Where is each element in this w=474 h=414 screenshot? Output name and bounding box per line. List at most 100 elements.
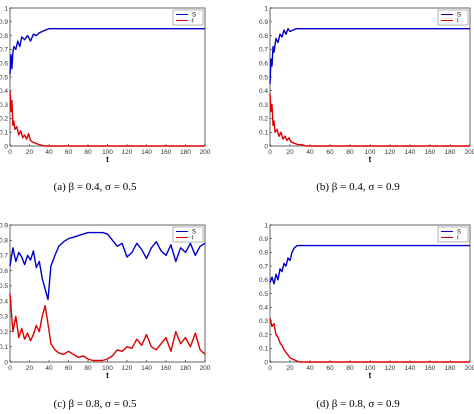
- y-tick-label: 0.4: [259, 305, 268, 312]
- y-tick-label: 0.4: [0, 88, 8, 95]
- x-tick-label: 120: [385, 149, 396, 156]
- series-line-S: [9, 231, 206, 301]
- legend-label-I: I: [457, 19, 459, 25]
- x-tick-label: 200: [465, 149, 474, 156]
- y-tick-label: 0: [264, 143, 268, 150]
- x-axis-label: t: [106, 155, 109, 164]
- x-tick-label: 140: [405, 149, 416, 156]
- x-tick-label: 120: [122, 365, 133, 372]
- x-tick-label: 180: [180, 149, 191, 156]
- y-tick-label: 0.7: [259, 47, 268, 54]
- y-tick-label: 0.8: [0, 238, 8, 245]
- series-line-S: [269, 28, 470, 84]
- x-tick-label: 60: [65, 365, 73, 372]
- x-tick-label: 100: [365, 149, 376, 156]
- series-line-I: [9, 90, 205, 147]
- y-tick-label: 0.1: [0, 344, 8, 351]
- panel-a: 0 20 40 60 80 100 120 140 160 180 200 0 0.1 0.2 0.3 0.4…: [0, 5, 211, 193]
- legend: SI: [172, 9, 204, 26]
- legend: SI: [172, 226, 204, 243]
- series-line-S: [9, 28, 205, 75]
- y-tick-label: 1: [264, 222, 268, 229]
- x-tick-label: 20: [286, 365, 294, 372]
- x-tick-label: 20: [26, 365, 34, 372]
- x-tick-label: 60: [326, 365, 334, 372]
- y-tick-label: 0.7: [0, 253, 8, 260]
- y-tick-label: 0.7: [259, 263, 268, 270]
- x-tick-label: 180: [180, 365, 191, 372]
- x-tick-label: 0: [8, 365, 12, 372]
- legend-label-I: I: [192, 19, 194, 25]
- y-tick-label: 0.5: [0, 283, 8, 290]
- y-tick-label: 0.8: [259, 250, 268, 257]
- x-tick-label: 80: [346, 365, 354, 372]
- y-tick-label: 0.6: [0, 61, 8, 68]
- legend-box: [172, 226, 204, 243]
- y-tick-label: 1: [4, 5, 8, 12]
- legend-box: [437, 226, 469, 243]
- panel-caption: (c) β = 0.8, σ = 0.5: [54, 398, 137, 410]
- y-tick-label: 1: [264, 5, 268, 12]
- legend: SI: [437, 9, 469, 26]
- panel-b: 0 20 40 60 80 100 120 140 160 180 200 0 0.1 0.2 0.3 0.4…: [259, 5, 474, 193]
- x-tick-label: 100: [365, 365, 376, 372]
- panel-c: 0 20 40 60 80 100 120 140 160 180 200 0 0.1 0.2 0.3 0.4…: [0, 222, 211, 410]
- x-axis-label: t: [106, 371, 109, 380]
- x-tick-label: 40: [306, 149, 314, 156]
- x-tick-label: 200: [200, 365, 211, 372]
- y-tick-label: 0.2: [259, 116, 268, 123]
- y-tick-label: 0.8: [259, 33, 268, 40]
- x-tick-label: 40: [45, 149, 53, 156]
- x-tick-label: 60: [326, 149, 334, 156]
- y-tick-label: 0.9: [259, 236, 268, 243]
- legend-label-S: S: [192, 13, 196, 19]
- legend-box: [172, 9, 204, 26]
- legend: SI: [437, 226, 469, 243]
- y-tick-label: 0.2: [0, 329, 8, 336]
- y-tick-label: 0.9: [0, 19, 8, 26]
- y-tick-label: 0.8: [0, 33, 8, 40]
- y-tick-label: 0: [264, 359, 268, 366]
- x-tick-label: 0: [268, 149, 272, 156]
- y-tick-label: 0.3: [259, 102, 268, 109]
- x-tick-label: 40: [45, 365, 53, 372]
- legend-label-I: I: [457, 236, 459, 242]
- x-tick-label: 100: [102, 149, 113, 156]
- x-tick-label: 160: [161, 149, 172, 156]
- y-tick-label: 0.5: [259, 74, 268, 81]
- x-tick-label: 100: [102, 365, 113, 372]
- y-tick-label: 0.7: [0, 47, 8, 54]
- y-tick-label: 0.6: [259, 61, 268, 68]
- x-tick-label: 0: [8, 149, 12, 156]
- x-tick-label: 160: [425, 365, 436, 372]
- y-tick-label: 0.9: [259, 19, 268, 26]
- y-tick-label: 0.2: [259, 332, 268, 339]
- plot-frame: [9, 224, 206, 363]
- x-axis-label: t: [369, 371, 372, 380]
- legend-box: [437, 9, 469, 26]
- y-tick-label: 0: [4, 143, 8, 150]
- x-tick-label: 20: [26, 149, 34, 156]
- x-tick-label: 80: [84, 365, 92, 372]
- series-line-I: [269, 318, 470, 363]
- x-tick-label: 80: [84, 149, 92, 156]
- x-tick-label: 200: [200, 149, 211, 156]
- y-tick-label: 0.9: [0, 222, 8, 229]
- y-tick-label: 0.3: [0, 102, 8, 109]
- y-tick-label: 0.5: [0, 74, 8, 81]
- legend-label-S: S: [192, 230, 196, 236]
- panel-d: 0 20 40 60 80 100 120 140 160 180 200 0 0.1 0.2 0.3 0.4…: [259, 222, 474, 410]
- y-tick-label: 0.6: [259, 277, 268, 284]
- y-tick-label: 0.3: [0, 314, 8, 321]
- x-tick-label: 160: [425, 149, 436, 156]
- x-tick-label: 0: [268, 365, 272, 372]
- x-tick-label: 160: [161, 365, 172, 372]
- panel-caption: (d) β = 0.8, σ = 0.9: [316, 398, 400, 410]
- x-tick-label: 140: [405, 365, 416, 372]
- x-tick-label: 40: [306, 365, 314, 372]
- series-line-S: [269, 244, 470, 285]
- y-tick-label: 0.4: [259, 88, 268, 95]
- y-tick-label: 0.1: [259, 130, 268, 137]
- x-tick-label: 20: [286, 149, 294, 156]
